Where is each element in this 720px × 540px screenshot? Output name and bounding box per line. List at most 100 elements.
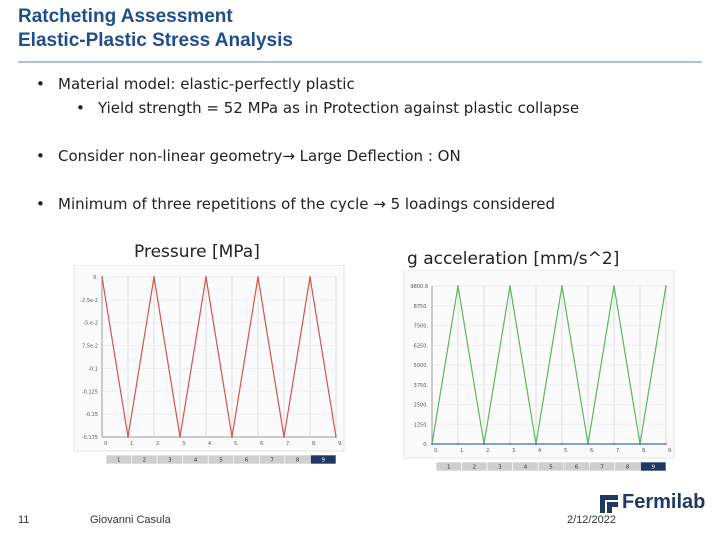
- bullet-marker: •: [76, 99, 85, 117]
- y-tick-label: -2.5e-2: [80, 298, 98, 304]
- slide-title: Ratcheting Assessment Elastic-Plastic St…: [18, 5, 293, 53]
- step-cell-label: 8: [296, 458, 300, 464]
- data-point: [457, 285, 459, 287]
- data-point: [665, 443, 667, 445]
- x-tick-label: 5.: [234, 441, 239, 447]
- data-point: [639, 443, 641, 445]
- pressure-caption: Pressure [MPa]: [134, 242, 260, 262]
- data-point: [509, 443, 511, 445]
- step-cell-label: 4: [194, 458, 198, 464]
- data-point: [179, 436, 181, 438]
- fermilab-logo: Fermilab: [598, 491, 710, 517]
- plot-background: [403, 270, 675, 459]
- bullet-text: Yield strength = 52 MPa as in Protection…: [98, 99, 580, 117]
- data-point: [127, 436, 129, 438]
- step-cell-label: 5: [549, 465, 553, 471]
- step-cell-label: 9: [321, 458, 325, 464]
- title-line-2: Elastic-Plastic Stress Analysis: [18, 30, 293, 51]
- bullet-marker: •: [36, 147, 45, 165]
- data-point: [613, 443, 615, 445]
- x-tick-label: 3.: [512, 448, 517, 454]
- y-tick-label: 0.: [423, 442, 428, 448]
- fermilab-logo-text: Fermilab: [622, 491, 706, 513]
- data-point: [483, 443, 485, 445]
- x-tick-label: 1.: [130, 441, 135, 447]
- y-tick-label: 3750.: [414, 383, 429, 389]
- step-cell: [310, 454, 337, 465]
- page-number: 11: [18, 514, 30, 526]
- data-point: [205, 276, 207, 278]
- bullet-text: Material model: elastic-perfectly plasti…: [58, 75, 355, 93]
- bullet-1: • Material model: elastic-perfectly plast…: [36, 75, 355, 93]
- x-tick-label: 4.: [208, 441, 213, 447]
- bullet-4: • Minimum of three repetitions of the cyc…: [36, 195, 555, 213]
- data-point: [431, 443, 433, 445]
- y-tick-label: 7.5e-2: [82, 344, 98, 350]
- footer-date: 2/12/2022: [567, 514, 616, 526]
- data-point: [335, 436, 337, 438]
- step-cell-label: 5: [219, 458, 223, 464]
- step-cell-label: 7: [270, 458, 274, 464]
- acceleration-chart: 0.1250.2500.3750.5000.6250.7500.8750.980…: [403, 270, 675, 472]
- x-tick-label: 7.: [616, 448, 621, 454]
- bullet-2: • Yield strength = 52 MPa as in Protectio…: [76, 99, 579, 117]
- step-cell-label: 3: [168, 458, 172, 464]
- data-point: [309, 276, 311, 278]
- y-tick-label: 9800.8: [411, 284, 429, 290]
- step-cell: [640, 461, 667, 472]
- step-cell-label: 1: [117, 458, 121, 464]
- x-tick-label: 9.: [338, 441, 343, 447]
- y-tick-label: 2500.: [414, 403, 429, 409]
- data-point: [283, 436, 285, 438]
- x-tick-label: 4.: [538, 448, 543, 454]
- x-tick-label: 0.: [104, 441, 109, 447]
- x-tick-label: 2.: [486, 448, 491, 454]
- data-point: [457, 443, 459, 445]
- x-tick-label: 6.: [260, 441, 265, 447]
- y-tick-label: -0.15: [85, 412, 98, 418]
- bullet-marker: •: [36, 195, 45, 213]
- step-cell-label: 6: [575, 465, 579, 471]
- step-cell-label: 2: [143, 458, 147, 464]
- x-tick-label: 5.: [564, 448, 569, 454]
- y-tick-label: 8750.: [414, 304, 429, 310]
- x-tick-label: 2.: [156, 441, 161, 447]
- data-point: [613, 285, 615, 287]
- step-cell-label: 6: [245, 458, 249, 464]
- y-tick-label: 5000.: [414, 363, 429, 369]
- step-cell-label: 4: [524, 465, 528, 471]
- y-tick-label: -0.125: [82, 389, 98, 395]
- y-tick-label: -0.175: [82, 435, 98, 441]
- x-tick-label: 6.: [590, 448, 595, 454]
- data-point: [587, 443, 589, 445]
- data-point: [665, 285, 667, 287]
- data-point: [509, 285, 511, 287]
- bullet-3: • Consider non-linear geometry→ Large Def…: [36, 147, 461, 165]
- pressure-chart: 0. -2.5e-2 -5.e-2 7.5e-2 -0.1 -0.125 -0.15 -0.1…: [73, 265, 345, 465]
- data-point: [561, 443, 563, 445]
- y-tick-label: 0.: [93, 275, 98, 281]
- x-tick-label: 3.: [182, 441, 187, 447]
- data-point: [153, 276, 155, 278]
- data-point: [257, 276, 259, 278]
- bullet-text: Minimum of three repetitions of the cycl…: [58, 195, 556, 213]
- footer-author: Giovanni Casula: [90, 514, 171, 526]
- y-tick-label: 7500.: [414, 324, 429, 330]
- step-cell-label: 1: [447, 465, 451, 471]
- x-tick-label: 8.: [642, 448, 647, 454]
- bullet-text: Consider non-linear geometry→ Large Defl…: [58, 147, 461, 165]
- y-tick-label: 1250.: [414, 422, 429, 428]
- y-tick-label: -0.1: [88, 366, 98, 372]
- x-tick-label: 0.: [434, 448, 439, 454]
- x-tick-label: 7.: [286, 441, 291, 447]
- title-divider: [18, 61, 702, 63]
- data-point: [561, 285, 563, 287]
- series-line: [101, 276, 337, 438]
- step-cell-label: 3: [498, 465, 502, 471]
- x-tick-label: 9.: [668, 448, 673, 454]
- acceleration-caption: g acceleration [mm/s^2]: [407, 249, 620, 269]
- x-tick-label: 8.: [312, 441, 317, 447]
- title-line-1: Ratcheting Assessment: [18, 6, 233, 27]
- data-point: [535, 443, 537, 445]
- step-cell-label: 9: [651, 465, 655, 471]
